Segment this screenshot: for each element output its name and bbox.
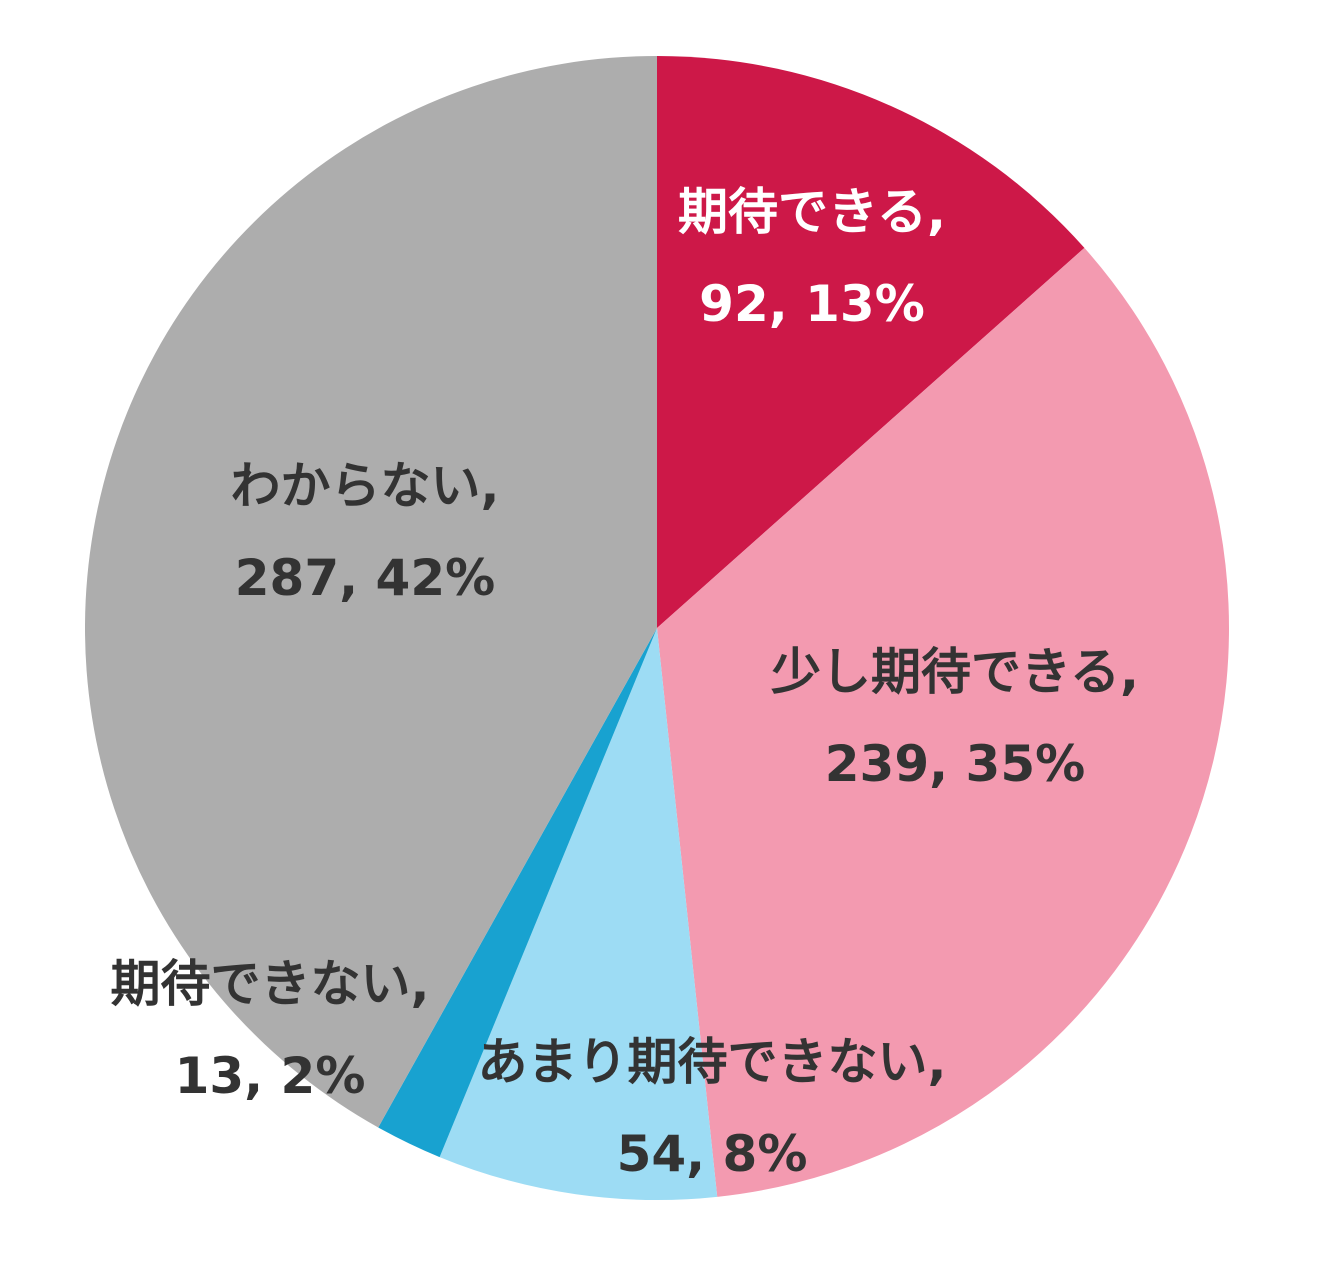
pie-slice-1 xyxy=(657,247,1229,1197)
pie-slice-4 xyxy=(85,56,657,1128)
label-amari-kitai-dekinai-value: 54, 8% xyxy=(616,1125,808,1183)
pie-slice-3 xyxy=(378,628,657,1158)
label-sukoshi-kitai-dekiru: 少し期待できる, 239, 35% xyxy=(771,626,1139,810)
label-amari-kitai-dekinai-name: あまり期待できない, xyxy=(477,1033,947,1091)
label-kitai-dekiru-name: 期待できる, xyxy=(678,183,946,241)
label-amari-kitai-dekinai: あまり期待できない, 54, 8% xyxy=(478,1016,947,1200)
label-kitai-dekinai: 期待できない, 13, 2% xyxy=(111,938,430,1122)
label-kitai-dekiru-value: 92, 13% xyxy=(699,275,925,333)
label-wakaranai-name: わからない, xyxy=(230,457,500,515)
label-wakaranai: わからない, 287, 42% xyxy=(231,440,500,624)
label-wakaranai-value: 287, 42% xyxy=(234,549,496,607)
pie-slice-2 xyxy=(439,628,718,1200)
label-kitai-dekinai-value: 13, 2% xyxy=(174,1047,366,1105)
pie-slice-0 xyxy=(657,56,1085,628)
label-kitai-dekinai-name: 期待できない, xyxy=(110,955,430,1013)
label-kitai-dekiru: 期待できる, 92, 13% xyxy=(678,166,946,350)
label-sukoshi-kitai-dekiru-value: 239, 35% xyxy=(824,735,1086,793)
label-sukoshi-kitai-dekiru-name: 少し期待できる, xyxy=(771,643,1139,701)
